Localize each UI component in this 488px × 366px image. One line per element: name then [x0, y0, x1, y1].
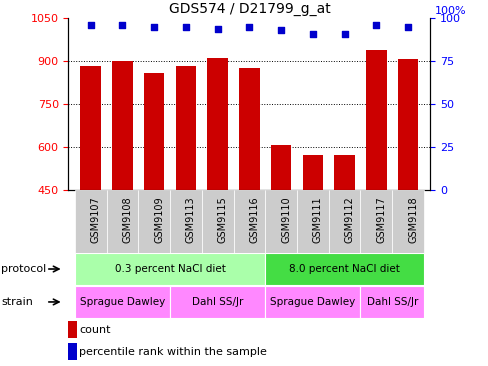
Text: 8.0 percent NaCl diet: 8.0 percent NaCl diet: [288, 264, 399, 274]
Text: Dahl SS/Jr: Dahl SS/Jr: [366, 297, 417, 307]
Bar: [68, 343, 77, 360]
Bar: [106, 190, 138, 253]
Text: strain: strain: [1, 297, 33, 307]
Text: protocol: protocol: [1, 264, 46, 274]
Text: 0.3 percent NaCl diet: 0.3 percent NaCl diet: [114, 264, 225, 274]
Point: [118, 22, 126, 28]
Text: GSM9115: GSM9115: [217, 197, 227, 243]
Title: GDS574 / D21799_g_at: GDS574 / D21799_g_at: [168, 2, 329, 16]
Point: [86, 22, 94, 28]
Text: Sprague Dawley: Sprague Dawley: [80, 297, 165, 307]
Bar: [170, 190, 202, 253]
Bar: [170, 286, 264, 318]
Bar: [264, 286, 360, 318]
Bar: [397, 59, 418, 190]
Bar: [75, 253, 264, 285]
Bar: [143, 73, 164, 190]
Point: [150, 24, 158, 30]
Point: [340, 31, 348, 37]
Text: GSM9111: GSM9111: [312, 197, 322, 243]
Text: GSM9108: GSM9108: [122, 197, 132, 243]
Bar: [233, 190, 264, 253]
Bar: [112, 61, 132, 190]
Text: 100%: 100%: [434, 5, 465, 15]
Bar: [391, 190, 423, 253]
Point: [213, 26, 221, 31]
Bar: [366, 50, 386, 190]
Point: [372, 22, 380, 28]
Text: GSM9110: GSM9110: [281, 197, 290, 243]
Bar: [360, 286, 423, 318]
Bar: [202, 190, 233, 253]
Bar: [296, 190, 328, 253]
Text: Sprague Dawley: Sprague Dawley: [270, 297, 355, 307]
Text: Dahl SS/Jr: Dahl SS/Jr: [192, 297, 243, 307]
Text: percentile rank within the sample: percentile rank within the sample: [79, 347, 266, 357]
Text: GSM9113: GSM9113: [185, 197, 196, 243]
Text: GSM9118: GSM9118: [407, 197, 417, 243]
Bar: [75, 190, 106, 253]
Bar: [264, 190, 296, 253]
Point: [404, 24, 411, 30]
Text: GSM9107: GSM9107: [90, 197, 101, 243]
Bar: [68, 321, 77, 338]
Bar: [239, 68, 259, 190]
Point: [245, 24, 253, 30]
Bar: [138, 190, 170, 253]
Text: GSM9109: GSM9109: [154, 197, 164, 243]
Bar: [80, 66, 101, 190]
Bar: [360, 190, 391, 253]
Point: [182, 24, 189, 30]
Point: [308, 31, 316, 37]
Point: [277, 27, 285, 33]
Bar: [270, 145, 291, 190]
Text: GSM9117: GSM9117: [376, 197, 386, 243]
Text: GSM9116: GSM9116: [249, 197, 259, 243]
Bar: [302, 155, 323, 190]
Text: GSM9112: GSM9112: [344, 197, 354, 243]
Bar: [328, 190, 360, 253]
Bar: [264, 253, 423, 285]
Bar: [175, 67, 196, 190]
Text: count: count: [79, 325, 111, 335]
Bar: [334, 155, 354, 190]
Bar: [207, 59, 227, 190]
Bar: [75, 286, 170, 318]
